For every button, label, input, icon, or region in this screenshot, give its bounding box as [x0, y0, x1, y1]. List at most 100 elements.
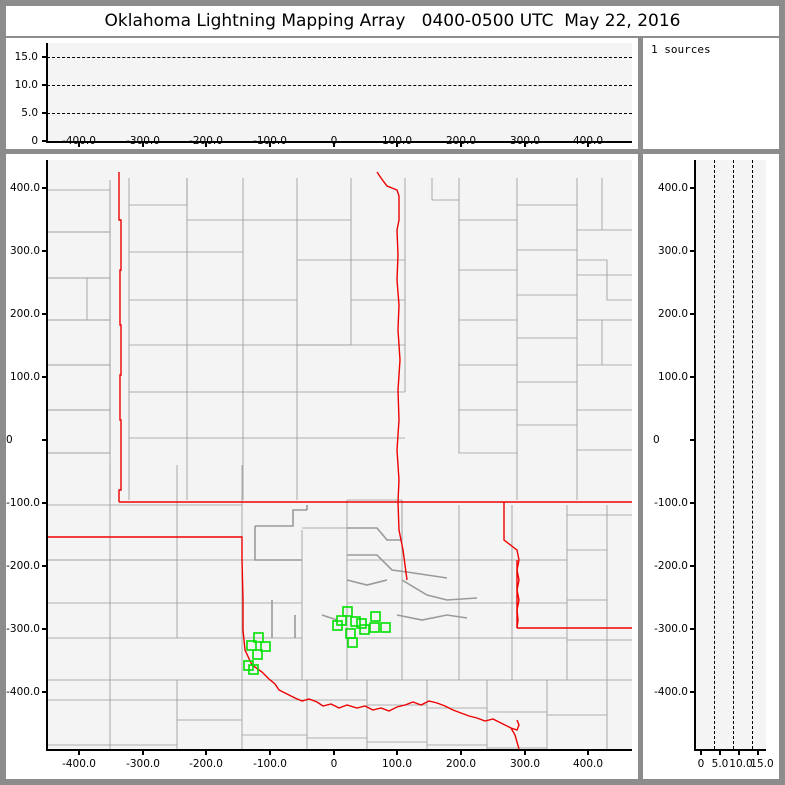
map-x-axis-line	[46, 749, 632, 751]
altitude-vs-north-south-plot-area[interactable]	[695, 160, 766, 749]
right-x-tick-15	[757, 750, 759, 755]
map-x-tick-100	[396, 750, 398, 755]
gridline-10	[733, 160, 734, 749]
right-y-tick--300	[690, 628, 695, 630]
map-x-label-300: 300.0	[509, 758, 541, 770]
y-tick-label-0: 0	[31, 135, 38, 147]
right-x-label-0: 0	[697, 758, 705, 770]
window-title-bar: Oklahoma Lightning Mapping Array 0400-05…	[6, 6, 779, 36]
source-marker	[260, 641, 271, 652]
map-y-label--200: -200.0	[6, 560, 40, 572]
x-tick-label--300: -300.0	[126, 135, 160, 147]
altitude-vs-east-west-plot-area[interactable]	[47, 43, 632, 141]
right-x-label-5: 5.0	[711, 758, 729, 770]
x-tick--100	[269, 142, 271, 147]
top-left-x-axis-line	[46, 141, 632, 143]
source-marker	[347, 637, 358, 648]
source-count-label: 1 sources	[651, 43, 711, 56]
right-x-label-10: 10.0	[729, 758, 753, 770]
y-tick-label-15: 15.0	[14, 51, 38, 63]
x-tick-label-200: 200.0	[445, 135, 477, 147]
gridline-10	[47, 85, 632, 86]
map-y-tick--200	[42, 565, 47, 567]
map-y-tick-400	[42, 187, 47, 189]
map-y-label-200: 200.0	[9, 308, 40, 320]
map-x-label--200: -200.0	[189, 758, 223, 770]
map-y-tick-300	[42, 250, 47, 252]
map-x-label-0: 0	[330, 758, 338, 770]
right-x-tick-0	[700, 750, 702, 755]
source-marker	[248, 664, 259, 675]
source-marker	[350, 616, 361, 627]
oklahoma-county-detail	[254, 505, 478, 638]
right-y-label--200: -200.0	[654, 560, 688, 572]
right-x-axis-line	[694, 749, 766, 751]
y-tick-0	[42, 140, 47, 142]
x-tick-label--100: -100.0	[253, 135, 287, 147]
map-y-tick-0	[42, 439, 47, 441]
map-y-axis-line	[46, 160, 48, 749]
page-title: Oklahoma Lightning Mapping Array 0400-05…	[104, 11, 681, 31]
source-marker	[369, 622, 380, 633]
y-tick-5	[42, 112, 47, 114]
map-x-tick--300	[142, 750, 144, 755]
map-y-tick--300	[42, 628, 47, 630]
gridline-5	[47, 113, 632, 114]
source-marker	[253, 632, 264, 643]
gridline-5	[714, 160, 715, 749]
x-tick--300	[142, 142, 144, 147]
source-marker	[342, 606, 353, 617]
source-marker	[356, 618, 367, 629]
right-y-tick-400	[690, 187, 695, 189]
county-boundaries	[47, 178, 632, 749]
right-y-tick-300	[690, 250, 695, 252]
y-tick-label-10: 10.0	[14, 79, 38, 91]
right-y-label-0: 0	[653, 434, 660, 446]
map-x-label-100: 100.0	[381, 758, 413, 770]
right-x-tick-5	[719, 750, 721, 755]
right-y-tick--200	[690, 565, 695, 567]
right-x-label-15: 15.0	[750, 758, 774, 770]
map-x-label-200: 200.0	[445, 758, 477, 770]
map-x-tick-400	[587, 750, 589, 755]
right-y-label-400: 400.0	[657, 182, 688, 194]
right-y-tick-0	[690, 439, 695, 441]
gridline-15	[47, 57, 632, 58]
map-y-label-0: 0	[6, 434, 13, 446]
map-x-tick--200	[205, 750, 207, 755]
right-y-label--400: -400.0	[654, 686, 688, 698]
right-x-tick-10	[738, 750, 740, 755]
right-y-tick-200	[690, 313, 695, 315]
x-tick-400	[587, 142, 589, 147]
x-tick-label-400: 400.0	[572, 135, 604, 147]
map-x-label-400: 400.0	[572, 758, 604, 770]
top-left-y-axis-line	[46, 43, 48, 141]
map-y-tick--100	[42, 502, 47, 504]
right-y-label-200: 200.0	[657, 308, 688, 320]
x-tick-label-300: 300.0	[509, 135, 541, 147]
map-plot-area[interactable]	[47, 160, 632, 749]
source-marker	[246, 640, 257, 651]
y-tick-label-5: 5.0	[21, 107, 38, 119]
map-x-tick-0	[333, 750, 335, 755]
x-tick-300	[524, 142, 526, 147]
x-tick-0	[333, 142, 335, 147]
map-x-tick-300	[524, 750, 526, 755]
map-x-tick--400	[78, 750, 80, 755]
x-tick-200	[460, 142, 462, 147]
map-panel[interactable]: 400.0 300.0 200.0 100.0 0 -100.0 -200.0 …	[6, 154, 638, 779]
altitude-vs-east-west-panel[interactable]: 0 5.0 10.0 15.0 -400.0 -300.0 -200.0 -10…	[6, 38, 638, 149]
x-tick-100	[396, 142, 398, 147]
right-y-tick--100	[690, 502, 695, 504]
gridline-15	[752, 160, 753, 749]
state-boundaries	[47, 171, 632, 749]
y-tick-10	[42, 84, 47, 86]
altitude-vs-north-south-panel[interactable]: 400.0 300.0 200.0 100.0 0 -100.0 -200.0 …	[643, 154, 779, 779]
map-x-tick-200	[460, 750, 462, 755]
right-y-label-100: 100.0	[657, 371, 688, 383]
map-y-tick-100	[42, 376, 47, 378]
map-y-label-300: 300.0	[9, 245, 40, 257]
source-marker	[380, 622, 391, 633]
map-x-tick--100	[269, 750, 271, 755]
